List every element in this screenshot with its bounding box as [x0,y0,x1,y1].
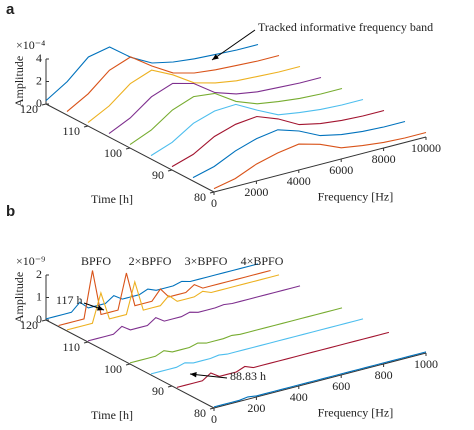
z-tick-label: 0 [36,312,42,326]
spectrum-line [171,109,385,168]
spectrum-line [213,131,427,190]
spectrum-line [192,120,406,179]
annotation: 3×BPFO [185,254,228,268]
x-axis-label: Frequency [Hz] [318,406,394,420]
x-tick-label: 0 [211,196,217,210]
y-tick-label: 120 [20,102,38,116]
z-tick-label: 2 [36,267,42,281]
y-axis-label: Time [h] [91,192,133,206]
arrow-head [212,54,219,60]
z-tick-label: 0 [36,96,42,110]
spectrum-line [87,285,301,342]
z-tick-label: 1 [36,289,42,303]
x-tick-label: 400 [290,390,308,404]
x-tick-label: 800 [375,368,393,382]
spectrum-line [108,76,322,135]
z-tick-label: 4 [36,51,42,65]
panel-label: b [6,203,15,220]
spectrum-line [45,43,259,102]
y-tick [83,125,89,128]
x-tick-label: 4000 [287,174,311,188]
y-tick-label: 100 [104,362,122,376]
spectrum-line [129,307,343,364]
y-tick-label: 80 [194,406,206,420]
y-tick [41,103,47,106]
panel-label: a [6,1,15,18]
y-tick-label: 80 [194,190,206,204]
annotation: 4×BPFO [241,254,284,268]
y-axis-label: Time [h] [91,408,133,422]
y-tick-label: 100 [104,146,122,160]
x-tick-label: 6000 [329,163,353,177]
x-tick-label: 200 [247,401,265,415]
spectrum-line [66,274,280,331]
y-tick [41,319,47,322]
y-tick-label: 120 [20,318,38,332]
x-tick-label: 8000 [372,152,396,166]
annotation: 88.83 h [230,369,266,383]
spectrum-line [213,351,427,408]
z-axis-label: Amplitude [12,272,26,323]
x-tick-label: 600 [332,379,350,393]
annotation: BPFO [81,254,111,268]
x-axis [213,352,427,409]
y-tick-label: 110 [62,124,80,138]
y-tick [167,169,173,172]
y-tick [209,407,215,410]
y-tick [167,385,173,388]
x-tick-label: 1000 [414,357,438,371]
x-axis [213,136,427,193]
y-tick-label: 90 [152,384,164,398]
spectrum-line [129,87,343,146]
x-tick-label: 2000 [244,185,268,199]
x-axis-label: Frequency [Hz] [318,190,394,204]
y-tick-label: 110 [62,340,80,354]
spectrum-line [87,65,301,124]
spectrum-line [150,98,364,157]
z-tick-label: 2 [36,73,42,87]
annotation: 2×BPFO [129,254,172,268]
spectrum-line [176,331,390,388]
y-tick-label: 90 [152,168,164,182]
y-tick [125,147,131,150]
spectrum-line [150,318,364,375]
arrow-head [97,305,104,311]
x-tick-label: 10000 [411,141,441,155]
z-exponent: ×10⁻⁹ [16,254,45,268]
arrow-head [190,371,197,378]
y-tick [125,363,131,366]
z-exponent: ×10⁻⁴ [16,38,45,52]
annotation: Tracked informative frequency band [258,20,433,34]
y-tick [209,191,215,194]
annotation-arrow [211,29,256,61]
spectrum-line [58,269,271,327]
annotation: 117 h [56,293,83,307]
spectrum-line [45,263,259,320]
spectrum-line [66,54,280,113]
z-axis-label: Amplitude [12,56,26,107]
x-tick-label: 0 [211,412,217,426]
y-tick [83,341,89,344]
